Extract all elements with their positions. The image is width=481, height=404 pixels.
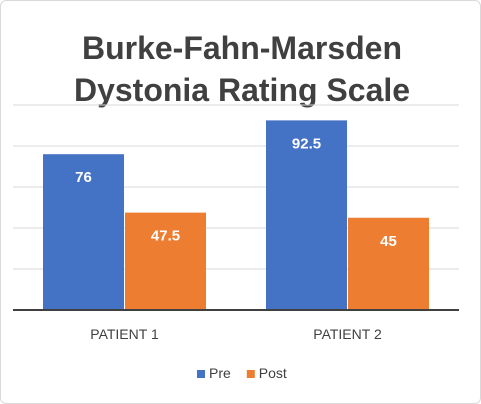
chart-title-line-1: Burke-Fahn-Marsden bbox=[82, 30, 402, 66]
category-labels: PATIENT 1 PATIENT 2 bbox=[90, 326, 382, 342]
legend: Pre Post bbox=[197, 365, 287, 381]
bar-post-1 bbox=[125, 212, 206, 310]
legend-swatch-post bbox=[246, 370, 255, 378]
legend-swatch-pre bbox=[197, 370, 205, 378]
chart-title-line-2: Dystonia Rating Scale bbox=[74, 72, 410, 108]
data-label-pre-1: 76 bbox=[75, 169, 92, 186]
legend-label-post: Post bbox=[259, 365, 287, 381]
bar-post-2 bbox=[348, 217, 429, 310]
chart-title: Burke-Fahn-Marsden Dystonia Rating Scale bbox=[74, 30, 410, 108]
bar-pre-1 bbox=[43, 154, 124, 310]
data-label-pre-2: 92.5 bbox=[292, 135, 321, 152]
bar-pre-2 bbox=[266, 120, 347, 310]
data-label-post-1: 47.5 bbox=[151, 228, 180, 245]
category-label-1: PATIENT 1 bbox=[90, 326, 159, 342]
category-label-2: PATIENT 2 bbox=[313, 326, 382, 342]
bars: 76 92.5 47.5 45 bbox=[43, 120, 429, 310]
legend-label-pre: Pre bbox=[209, 365, 231, 381]
data-label-post-2: 45 bbox=[380, 233, 397, 250]
